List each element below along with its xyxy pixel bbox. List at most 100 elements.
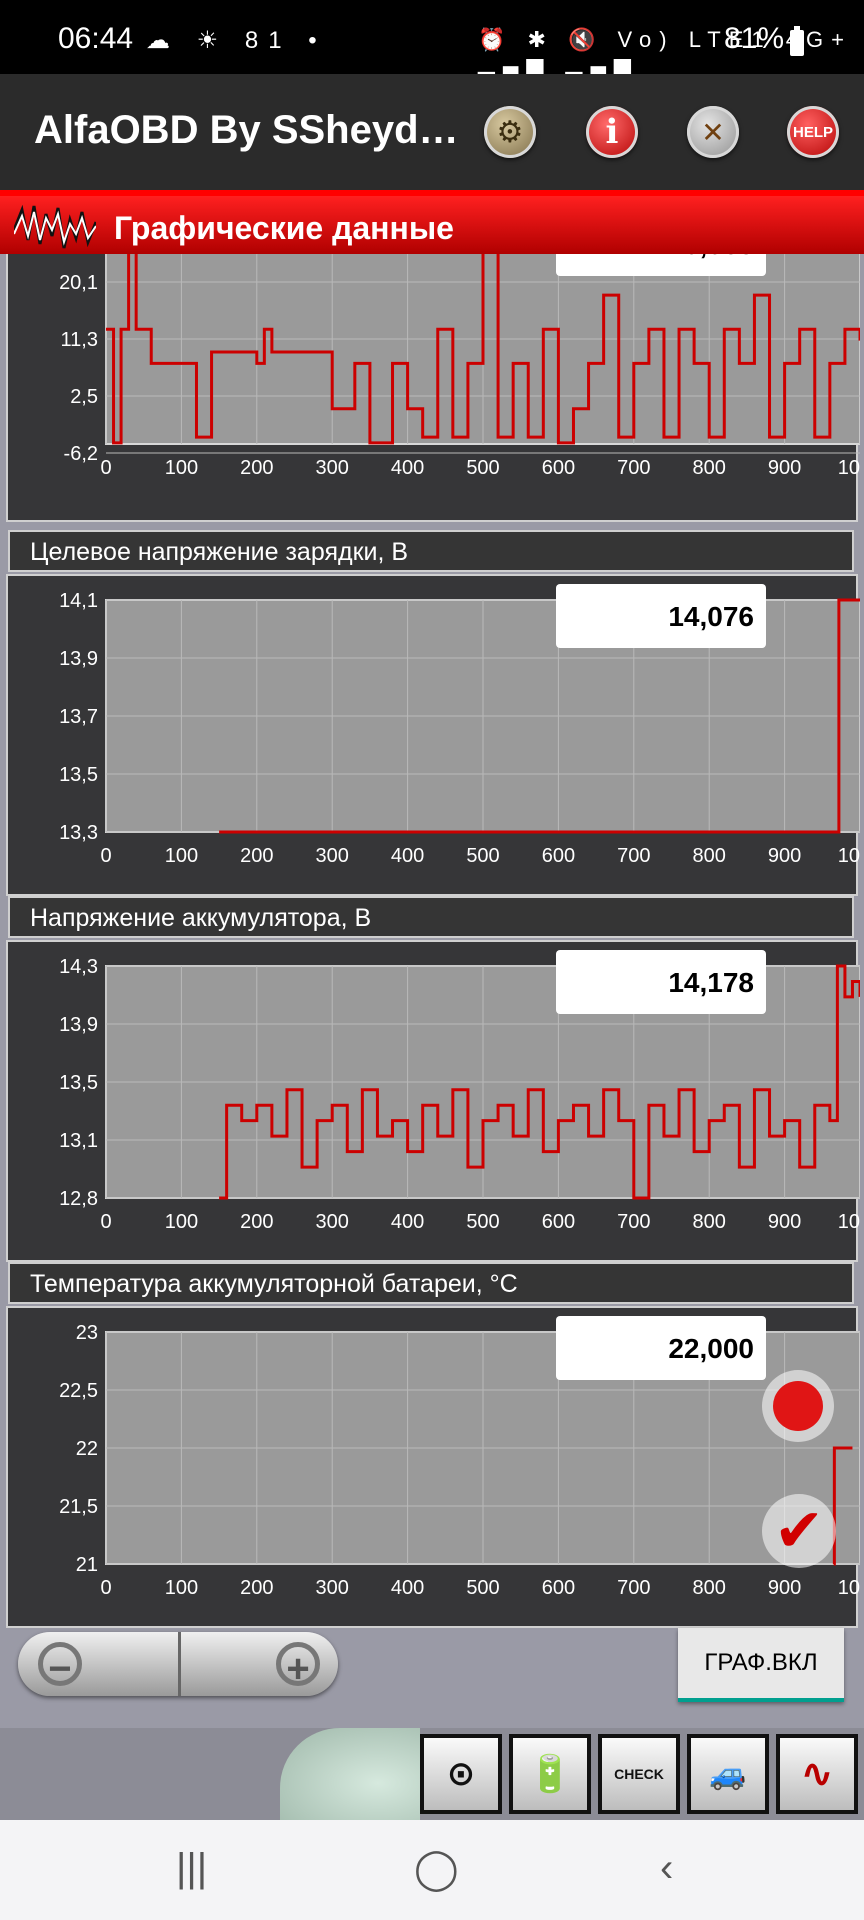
car-image (280, 1728, 420, 1820)
x-tick-label: 300 (316, 1211, 349, 1233)
x-tick-label: 600 (542, 1211, 575, 1233)
graph-toggle-button[interactable]: ГРАФ.ВКЛ (678, 1628, 844, 1702)
section-title: Графические данные (114, 210, 454, 246)
y-tick-label: 13,9 (59, 648, 98, 670)
recent-apps-button[interactable]: ||| (176, 1846, 208, 1890)
zoom-control: − + (18, 1632, 338, 1696)
x-tick-label: 0 (100, 1211, 111, 1233)
y-tick-label: 13,1 (59, 1130, 98, 1152)
x-tick-label: 900 (768, 1577, 801, 1599)
home-button[interactable]: ◯ (414, 1847, 459, 1891)
x-tick-label: 300 (316, 1577, 349, 1599)
x-tick-label: 0 (100, 457, 111, 479)
back-button[interactable]: ‹ (660, 1846, 674, 1890)
y-tick-label: 21 (76, 1554, 98, 1576)
x-tick-label: 400 (391, 1577, 424, 1599)
chart-panel-4: 0 100 200 300 400 500 600 700 800 900 1000 23 22,5 22… (6, 1306, 860, 1628)
x-tick-label: 400 (391, 1211, 424, 1233)
x-tick-label: 700 (617, 845, 650, 867)
car-service-button[interactable]: 🚙 (687, 1734, 769, 1814)
x-tick-label: 500 (466, 845, 499, 867)
chart-4-value: 22,000 (556, 1316, 766, 1380)
x-tick-label: 0 (100, 1577, 111, 1599)
x-tick-label: 1000 (838, 845, 860, 867)
help-button[interactable]: HELP (787, 106, 839, 158)
x-tick-label: 800 (693, 845, 726, 867)
x-tick-label: 100 (165, 845, 198, 867)
graph-button[interactable]: ∿ (776, 1734, 858, 1814)
x-tick-label: 800 (693, 457, 726, 479)
x-tick-label: 100 (165, 457, 198, 479)
graph-icon: ∿ (800, 1752, 834, 1796)
x-tick-label: 500 (466, 1577, 499, 1599)
y-tick-label: 13,5 (59, 1072, 98, 1094)
x-tick-label: 400 (391, 457, 424, 479)
engine-button[interactable]: ⊙ (420, 1734, 502, 1814)
check-engine-icon: CHECK (614, 1766, 664, 1782)
battery-button[interactable]: 🔋 (509, 1734, 591, 1814)
zoom-in-button[interactable]: + (276, 1642, 320, 1691)
battery-icon: 🔋 (527, 1753, 573, 1794)
x-tick-label: 600 (542, 845, 575, 867)
x-tick-label: 1000 (838, 1211, 860, 1233)
x-tick-label: 200 (240, 845, 273, 867)
y-tick-label: 22 (76, 1438, 98, 1460)
x-tick-label: 100 (165, 1577, 198, 1599)
x-tick-label: 100 (165, 1211, 198, 1233)
x-tick-label: 200 (240, 1211, 273, 1233)
y-tick-label: 13,7 (59, 706, 98, 728)
zoom-divider (178, 1632, 181, 1696)
x-tick-label: 600 (542, 1577, 575, 1599)
battery-icon (790, 26, 804, 56)
x-tick-label: 700 (617, 457, 650, 479)
y-tick-label: 13,9 (59, 1014, 98, 1036)
info-icon: i (605, 112, 619, 152)
help-icon: HELP (792, 123, 833, 141)
gear-icon: ⚙ (496, 115, 524, 149)
x-tick-label: 1000 (838, 457, 860, 479)
status-left-icons: ☁ ☀ 81 • (146, 27, 327, 54)
x-tick-label: 1000 (838, 1577, 860, 1599)
y-tick-label: 23 (76, 1322, 98, 1344)
record-icon (773, 1381, 823, 1431)
x-tick-label: 0 (100, 845, 111, 867)
x-tick-label: 700 (617, 1577, 650, 1599)
y-tick-label: 14,1 (59, 590, 98, 612)
x-tick-label: 200 (240, 1577, 273, 1599)
x-tick-label: 500 (466, 1211, 499, 1233)
x-tick-label: 600 (542, 457, 575, 479)
check-engine-button[interactable]: CHECK (598, 1734, 680, 1814)
y-tick-label: 14,3 (59, 956, 98, 978)
chart-2-value: 14,076 (556, 584, 766, 648)
chart-4-title: Температура аккумуляторной батареи, °C (8, 1262, 854, 1304)
y-tick-label: 13,5 (59, 764, 98, 786)
y-tick-label: 20,1 (59, 272, 98, 294)
x-tick-label: 700 (617, 1211, 650, 1233)
y-tick-label: -6,2 (64, 443, 98, 465)
settings-button[interactable]: ⚙ (484, 106, 536, 158)
chart-panel-2: 0 100 200 300 400 500 600 700 800 900 1000 14,1 13,9… (6, 574, 860, 896)
y-tick-label: 21,5 (59, 1496, 98, 1518)
x-tick-label: 200 (240, 457, 273, 479)
navigation-bar: ||| ◯ ‹ (0, 1820, 864, 1920)
section-header: Графические данные (0, 190, 864, 254)
x-tick-label: 300 (316, 457, 349, 479)
x-tick-label: 300 (316, 845, 349, 867)
x-tick-label: 800 (693, 1577, 726, 1599)
series-line (219, 598, 860, 834)
zoom-out-button[interactable]: − (38, 1642, 82, 1691)
x-tick-label: 400 (391, 845, 424, 867)
tools-button[interactable]: ✕ (687, 106, 739, 158)
y-tick-label: 2,5 (70, 386, 98, 408)
record-button[interactable] (762, 1370, 834, 1442)
x-tick-label: 800 (693, 1211, 726, 1233)
checkmark-button[interactable]: ✔ (762, 1494, 836, 1568)
chart-2-title: Целевое напряжение зарядки, В (8, 530, 854, 572)
x-tick-label: 900 (768, 1211, 801, 1233)
x-tick-label: 900 (768, 845, 801, 867)
y-tick-label: 13,3 (59, 822, 98, 844)
info-button[interactable]: i (586, 106, 638, 158)
chart-1: 0 100 200 300 400 500 600 700 800 900 1000 20,1 11,3… (59, 242, 860, 479)
status-time: 06:44 (58, 22, 134, 55)
series-line (832, 1446, 853, 1566)
